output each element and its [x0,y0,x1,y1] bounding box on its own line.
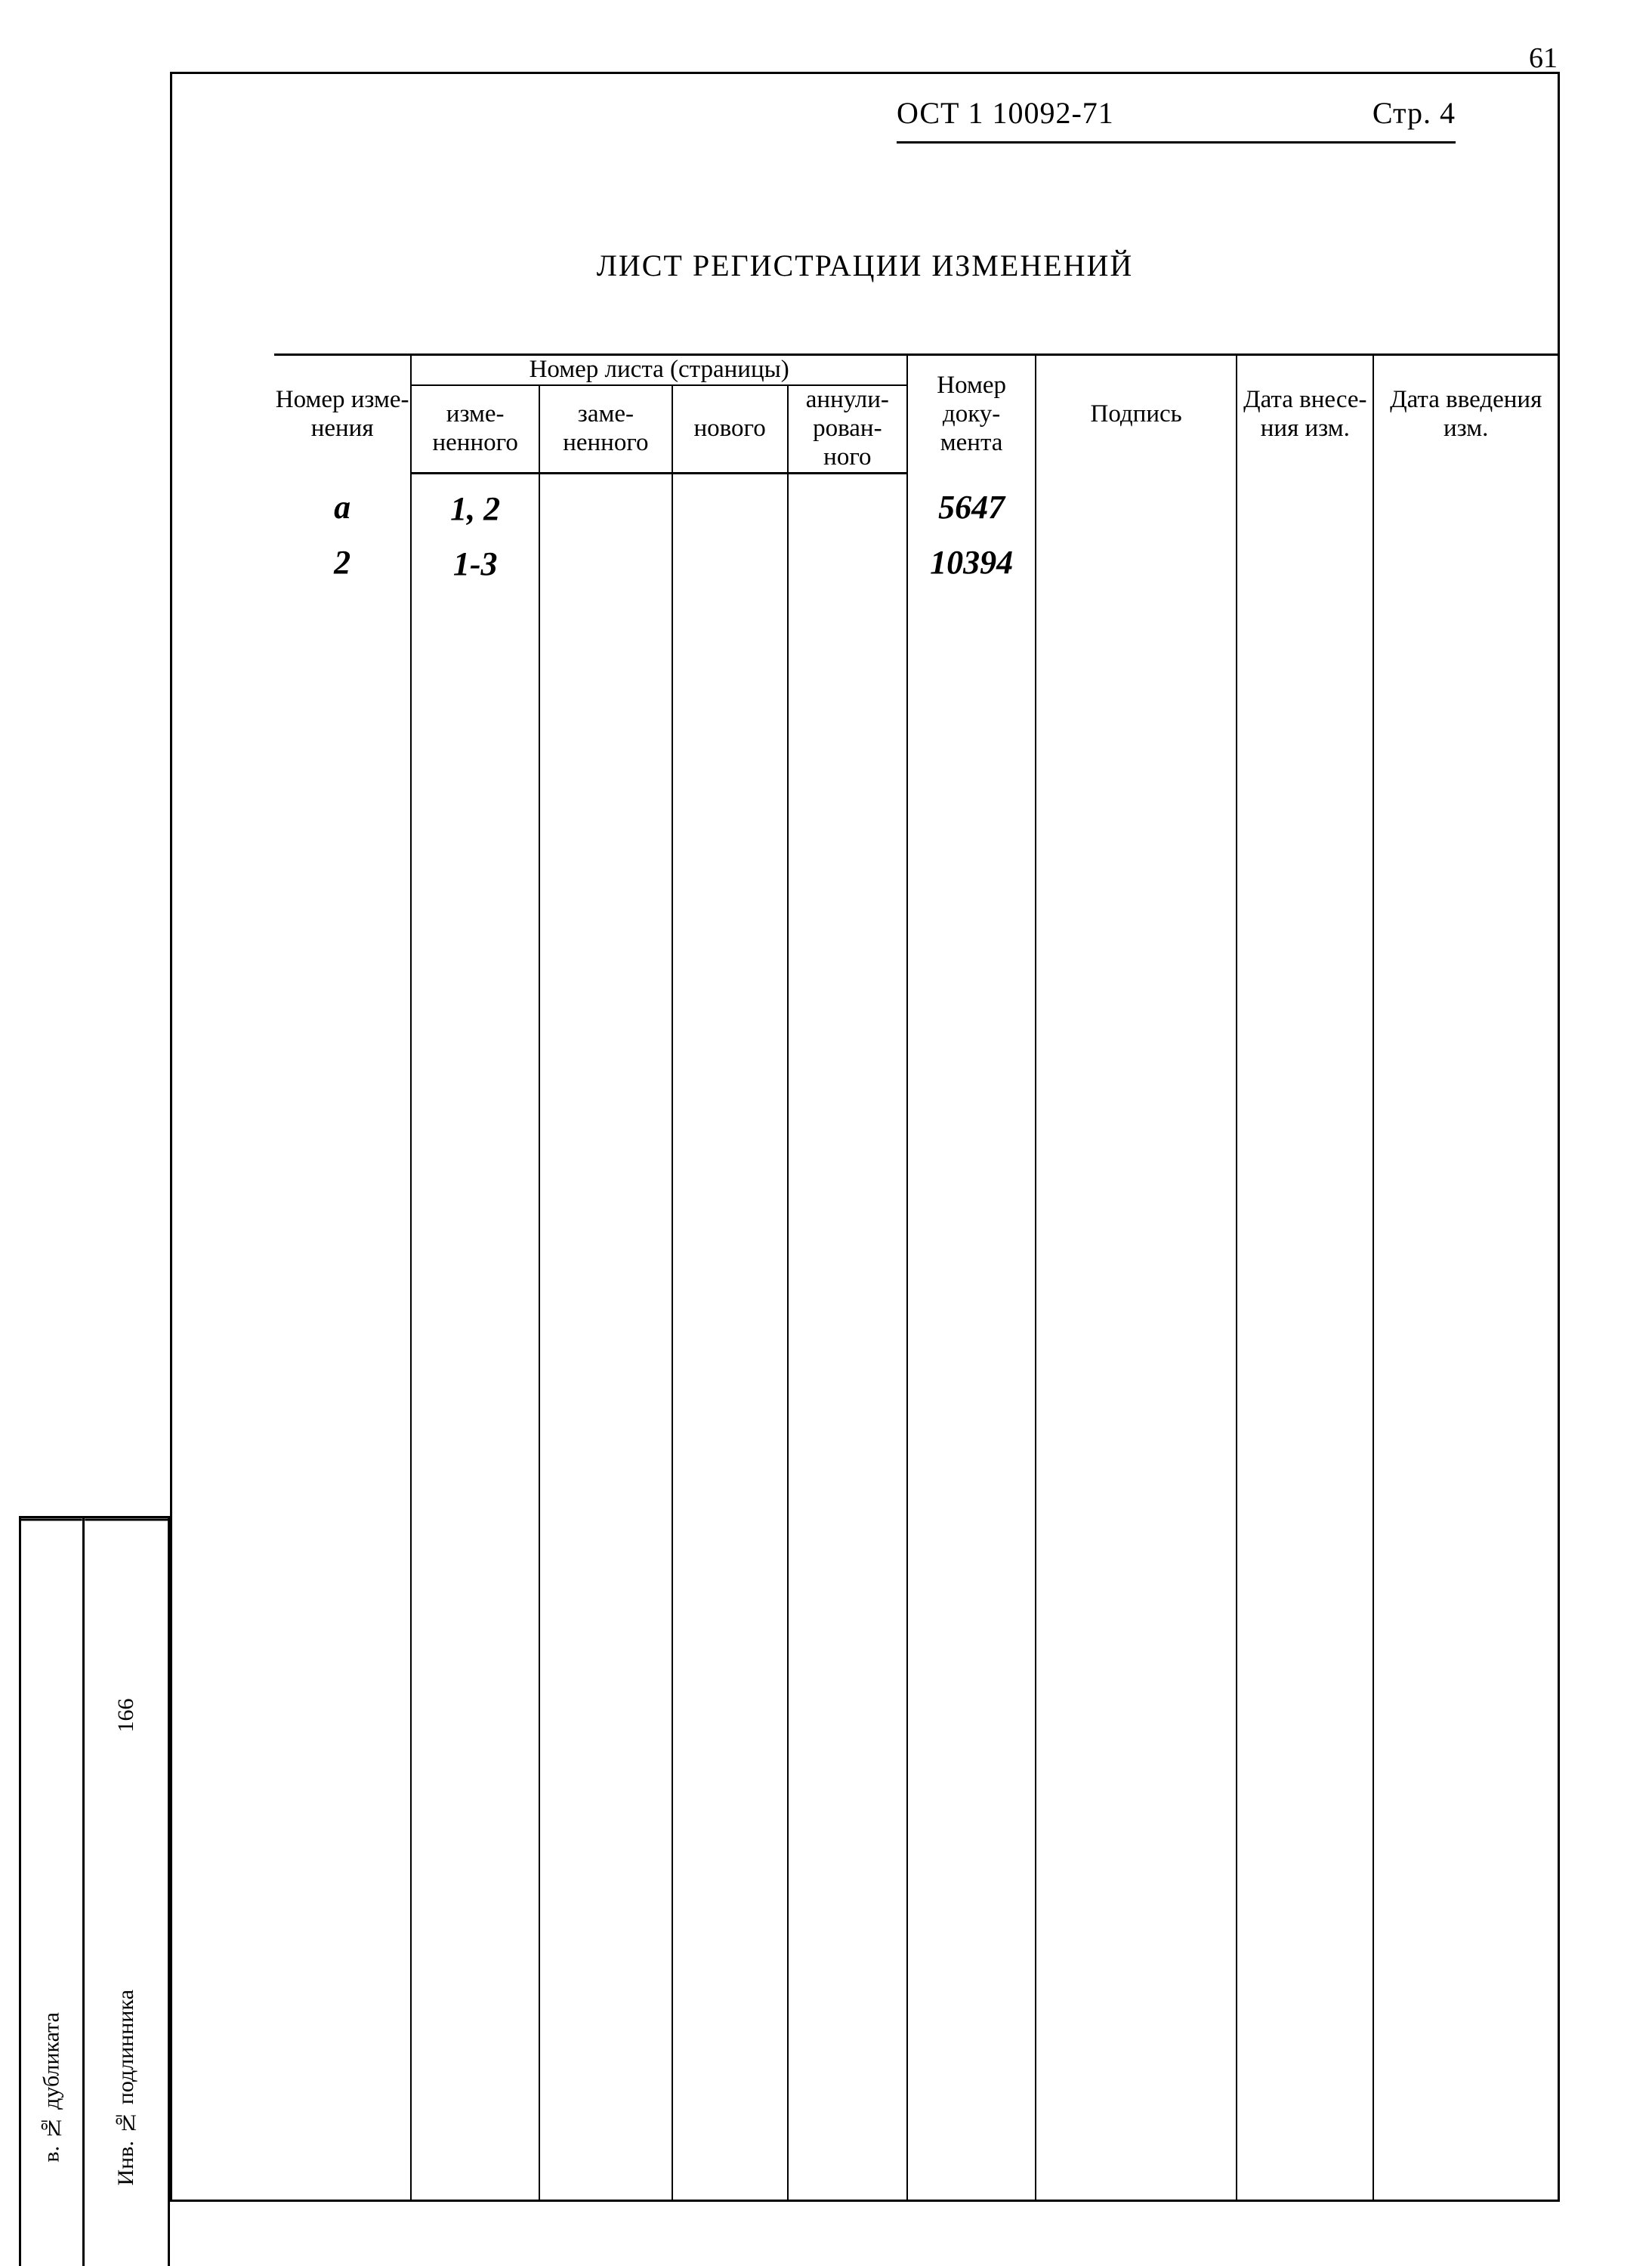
hand-text: 5647 [908,473,1035,528]
page: 61 ОСТ 1 10092-71 Стр. 4 ЛИСТ РЕГИСТРАЦИ… [0,0,1652,2266]
cell-change-no: а 2 [274,473,411,2200]
cell-replaced [539,473,672,2200]
side-stamp-cell-original-no: Инв. № подлинника [85,1909,168,2266]
side-stamp-cell-number: 166 [85,1518,168,1909]
col-doc-no: Номер доку-мента [907,355,1036,474]
hand-text: 1-3 [412,529,539,585]
col-date-in: Дата внесе-ния изм. [1237,355,1373,474]
document-code: ОСТ 1 10092-71 [897,95,1114,131]
hand-text: 2 [274,528,410,583]
page-corner-number: 61 [1529,42,1558,75]
cell-cancelled [788,473,908,2200]
col-change-no: Номер изме-нения [274,355,411,474]
col-sheet-group: Номер листа (страницы) [411,355,907,385]
col-replaced: заме-ненного [539,385,672,473]
cell-doc-no: 5647 10394 [907,473,1036,2200]
side-stamp-cell-duplicate-no: в. № дубликата [21,1909,82,2266]
col-new: нового [672,385,788,473]
hand-text: а [274,473,410,528]
cell-date-in [1237,473,1373,2200]
registration-table-wrap: Номер изме-нения Номер листа (страницы) … [274,353,1558,2200]
document-title: ЛИСТ РЕГИСТРАЦИИ ИЗМЕНЕНИЙ [172,248,1558,283]
hand-text: 10394 [908,528,1035,583]
col-date-eff: Дата введения изм. [1373,355,1558,474]
side-stamp-cell [21,1518,82,1909]
side-stamp: в. № дубликата 166 Инв. № подлинника [19,1516,170,2266]
side-stamp-col-2: 166 Инв. № подлинника [85,1518,170,2266]
registration-table: Номер изме-нения Номер листа (страницы) … [274,353,1558,2200]
document-page-label: Стр. 4 [1373,95,1456,131]
hand-text: 1, 2 [412,474,539,529]
cell-changed: 1, 2 1-3 [411,473,539,2200]
document-frame: ОСТ 1 10092-71 Стр. 4 ЛИСТ РЕГИСТРАЦИИ И… [170,72,1560,2202]
col-cancelled: аннули-рован-ного [788,385,908,473]
cell-new [672,473,788,2200]
cell-signature [1036,473,1237,2200]
side-stamp-col-1: в. № дубликата [21,1518,85,2266]
col-signature: Подпись [1036,355,1237,474]
document-header: ОСТ 1 10092-71 Стр. 4 [897,95,1456,144]
cell-date-eff [1373,473,1558,2200]
col-changed: изме-ненного [411,385,539,473]
